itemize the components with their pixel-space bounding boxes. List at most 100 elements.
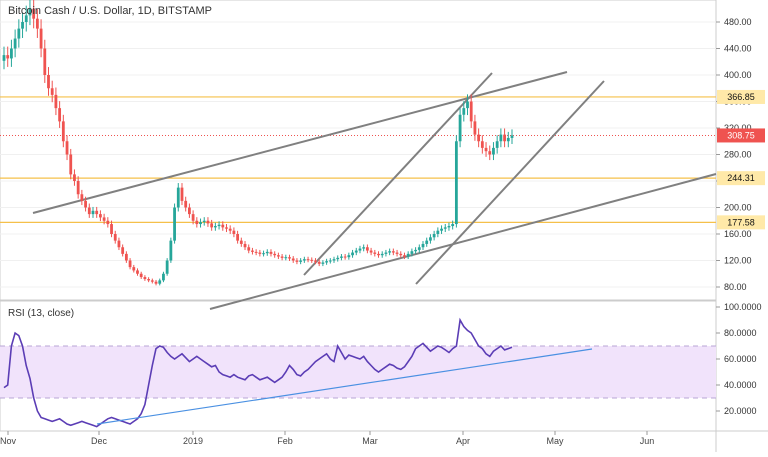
candle-body [495, 141, 499, 148]
candle-body [188, 207, 191, 215]
candle-body [351, 252, 354, 256]
candle-body [358, 248, 362, 251]
candle-body [273, 253, 277, 256]
candle-body [221, 224, 225, 228]
x-tick-label: 2019 [183, 436, 203, 446]
candle-body [251, 250, 254, 252]
trendline [415, 80, 605, 285]
candle-body [199, 222, 202, 225]
candle-body [28, 8, 32, 16]
candle-body [54, 94, 58, 109]
candle-body [391, 251, 395, 253]
candle-body [288, 257, 291, 259]
candle-body [395, 252, 399, 254]
candle-body [499, 134, 503, 142]
candle-body [466, 101, 469, 109]
candle-body [354, 250, 358, 253]
y-tick-label: 440.00 [724, 44, 752, 54]
candle-body [388, 251, 392, 253]
candle-body [147, 279, 151, 281]
x-tick-label: Apr [456, 436, 470, 446]
candle-body [61, 121, 65, 142]
candle-body [13, 38, 17, 49]
candle-body [436, 230, 440, 234]
candle-body [69, 154, 73, 175]
candle-body [247, 247, 251, 251]
candle-body [169, 240, 173, 261]
x-tick-label: Jun [640, 436, 655, 446]
y-tick-label: 400.00 [724, 70, 752, 80]
candle-body [158, 280, 162, 284]
candle-body [380, 253, 384, 256]
trendline [32, 71, 568, 214]
candle-body [99, 214, 102, 218]
price-badge-label: 366.85 [727, 92, 755, 102]
candle-body [262, 253, 265, 255]
candle-body [225, 227, 228, 229]
candle-body [276, 255, 280, 257]
x-tick-label: Mar [362, 436, 378, 446]
candle-body [87, 207, 91, 215]
candle-body [21, 22, 24, 29]
price-badge-label: 177.58 [727, 217, 755, 227]
candle-body [432, 234, 436, 238]
candle-body [510, 135, 514, 138]
candle-body [362, 247, 366, 249]
candle-body [443, 227, 447, 229]
rsi-title: RSI (13, close) [8, 308, 74, 319]
chart-title: Bitcoin Cash / U.S. Dollar, 1D, BITSTAMP [8, 5, 212, 17]
candle-body [128, 260, 132, 268]
candle-body [336, 257, 340, 260]
candle-body [106, 220, 110, 225]
rsi-tick-label: 60.0000 [724, 354, 757, 364]
price-badge [717, 128, 765, 143]
candle-body [265, 251, 269, 254]
candle-body [440, 228, 443, 231]
candle-body [6, 55, 10, 59]
price-badge-label: 308.75 [727, 130, 755, 140]
candle-body [121, 247, 125, 254]
candle-body [113, 234, 117, 241]
candle-body [258, 252, 262, 254]
candle-body [32, 8, 36, 19]
candle-body [384, 252, 388, 254]
candle-body [314, 260, 317, 262]
candle-body [236, 234, 240, 241]
candle-body [17, 28, 21, 39]
rsi-band [0, 346, 716, 398]
candle-body [50, 88, 54, 95]
candle-body [43, 48, 47, 75]
y-tick-label: 200.00 [724, 203, 752, 213]
candle-body [173, 207, 176, 241]
candle-body [2, 55, 6, 61]
y-tick-label: 80.00 [724, 282, 747, 292]
y-tick-label: 160.00 [724, 229, 752, 239]
rsi-line [3, 317, 513, 428]
candle-body [332, 259, 336, 261]
candle-body [232, 230, 236, 234]
candle-body [150, 280, 154, 282]
candle-body [421, 243, 425, 248]
price-badge-label: 244.31 [727, 173, 755, 183]
candle-body [414, 249, 417, 252]
rsi-tick-label: 80.0000 [724, 328, 757, 338]
candle-body [454, 141, 458, 225]
price-badge [717, 89, 765, 104]
y-tick-label: 280.00 [724, 150, 752, 160]
candle-body [410, 251, 414, 254]
candle-body [95, 210, 99, 215]
candle-body [213, 226, 217, 228]
candle-body [39, 28, 43, 49]
candle-body [488, 151, 492, 155]
candle-body [399, 253, 403, 256]
candle-body [143, 277, 147, 280]
candle-body [132, 267, 136, 271]
candle-body [477, 134, 481, 142]
candle-body [184, 200, 188, 208]
y-tick-label: 120.00 [724, 256, 752, 266]
candle-body [506, 137, 510, 142]
candle-body [302, 259, 306, 261]
y-tick-label: 320.00 [724, 123, 752, 133]
